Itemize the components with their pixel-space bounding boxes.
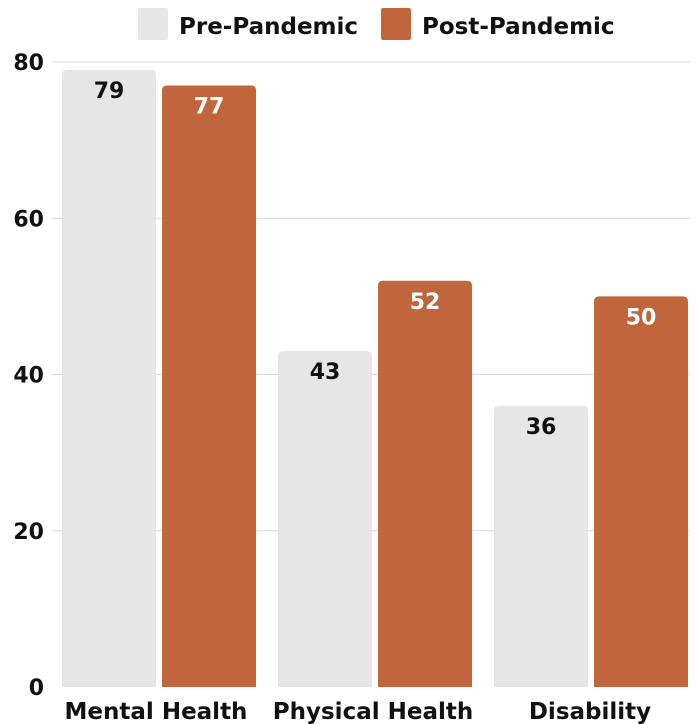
y-axis: 0 20 40 60 80 — [13, 51, 44, 701]
data-labels: 79 77 43 52 36 50 — [94, 79, 657, 440]
data-label-pre-pandemic-physical-health: 43 — [310, 360, 341, 385]
y-tick-label-20: 20 — [13, 520, 44, 545]
x-axis: Mental Health Physical Health Disability — [65, 699, 652, 724]
legend: Pre-Pandemic Post-Pandemic — [138, 8, 615, 40]
bar-pre-pandemic-disability — [494, 405, 588, 687]
bar-post-pandemic-disability — [594, 296, 688, 687]
data-label-post-pandemic-mental-health: 77 — [194, 94, 225, 119]
data-label-pre-pandemic-mental-health: 79 — [94, 79, 125, 104]
legend-swatch-post-pandemic — [381, 8, 411, 40]
x-tick-label-disability: Disability — [529, 699, 651, 724]
legend-label-pre-pandemic: Pre-Pandemic — [179, 14, 358, 40]
y-tick-label-60: 60 — [13, 207, 44, 232]
legend-swatch-pre-pandemic — [138, 8, 168, 40]
data-label-post-pandemic-disability: 50 — [626, 305, 657, 330]
data-label-pre-pandemic-disability: 36 — [526, 415, 557, 440]
x-tick-label-physical-health: Physical Health — [273, 699, 473, 724]
bar-pre-pandemic-mental-health — [62, 69, 156, 687]
bar-post-pandemic-physical-health — [378, 280, 472, 687]
bars — [62, 69, 688, 687]
y-tick-label-80: 80 — [13, 51, 44, 76]
bar-pre-pandemic-physical-health — [278, 351, 372, 687]
data-label-post-pandemic-physical-health: 52 — [410, 290, 441, 315]
y-tick-label-40: 40 — [13, 364, 44, 389]
legend-label-post-pandemic: Post-Pandemic — [422, 14, 615, 40]
bar-post-pandemic-mental-health — [162, 85, 256, 687]
y-tick-label-0: 0 — [29, 676, 44, 701]
x-tick-label-mental-health: Mental Health — [65, 699, 248, 724]
